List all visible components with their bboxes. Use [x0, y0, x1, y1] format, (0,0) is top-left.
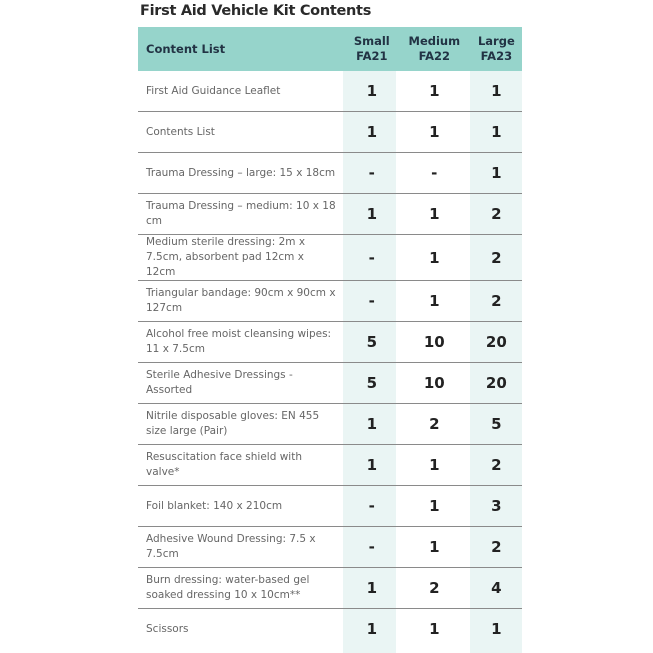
item-name: Medium sterile dressing: 2m x 7.5cm, abs…	[138, 234, 346, 281]
item-name: Contents List	[138, 111, 346, 153]
quantity-large: 2	[470, 526, 522, 568]
table-row: Medium sterile dressing: 2m x 7.5cm, abs…	[138, 234, 522, 281]
quantity-medium: 1	[397, 280, 471, 322]
item-name: Sterile Adhesive Dressings - Assorted	[138, 362, 346, 404]
quantity-large: 2	[470, 234, 522, 281]
quantity-small: -	[345, 234, 398, 281]
quantity-small: 1	[345, 567, 398, 609]
quantity-large: 2	[470, 193, 522, 235]
quantity-small: 1	[345, 193, 398, 235]
table-row: Alcohol free moist cleansing wipes: 11 x…	[138, 321, 522, 363]
item-name: Alcohol free moist cleansing wipes: 11 x…	[138, 321, 346, 363]
quantity-large: 2	[470, 444, 522, 486]
header-content-list: Content List	[138, 27, 346, 71]
quantity-large: 3	[470, 485, 522, 527]
quantity-small: -	[345, 526, 398, 568]
quantity-large: 20	[470, 321, 522, 363]
header-small: Small FA21	[345, 27, 398, 71]
quantity-medium: 1	[397, 193, 471, 235]
table-row: Trauma Dressing – medium: 10 x 18 cm 1 1 2	[138, 193, 522, 235]
table-row: Burn dressing: water-based gel soaked dr…	[138, 567, 522, 609]
item-name: Adhesive Wound Dressing: 7.5 x 7.5cm	[138, 526, 346, 568]
quantity-large: 1	[470, 71, 522, 112]
quantity-large: 1	[470, 111, 522, 153]
quantity-large: 1	[470, 152, 522, 194]
quantity-small: -	[345, 280, 398, 322]
page-title: First Aid Vehicle Kit Contents	[140, 3, 372, 19]
quantity-small: 1	[366, 620, 377, 638]
quantity-medium: 1	[397, 71, 471, 112]
table-row: Triangular bandage: 90cm x 90cm x 127cm -…	[138, 280, 522, 322]
quantity-large: 4	[470, 567, 522, 609]
quantity-small: 5	[345, 321, 398, 363]
table-row: Scissors 1 1 1	[138, 609, 522, 650]
item-name: First Aid Guidance Leaflet	[138, 71, 346, 112]
item-name: Nitrile disposable gloves: EN 455 size l…	[138, 403, 346, 445]
item-name: Foil blanket: 140 x 210cm	[138, 485, 346, 527]
quantity-small: 1	[345, 111, 398, 153]
kit-contents-table: Content List Small FA21 Medium FA22 Large F…	[138, 27, 522, 649]
header-large: Large FA23	[470, 27, 522, 71]
quantity-large: 5	[470, 403, 522, 445]
item-name: Scissors	[146, 622, 189, 635]
table-row: Trauma Dressing – large: 15 x 18cm - -1	[138, 152, 522, 194]
quantity-medium: 10	[397, 321, 471, 363]
quantity-medium: 2	[397, 567, 471, 609]
table-row: Nitrile disposable gloves: EN 455 size l…	[138, 403, 522, 445]
header-medium: Medium FA22	[397, 27, 471, 71]
quantity-large: 20	[470, 362, 522, 404]
quantity-large: 2	[470, 280, 522, 322]
item-name: Resuscitation face shield with valve*	[138, 444, 346, 486]
quantity-medium: 1	[397, 526, 471, 568]
table-row: Adhesive Wound Dressing: 7.5 x 7.5cm -1 2	[138, 526, 522, 568]
quantity-small: -	[345, 152, 398, 194]
item-name: Burn dressing: water-based gel soaked dr…	[138, 567, 346, 609]
table-row: Foil blanket: 140 x 210cm -1 3	[138, 485, 522, 527]
item-name: Trauma Dressing – medium: 10 x 18 cm	[138, 193, 346, 235]
quantity-small: -	[345, 485, 398, 527]
table-row: Contents List 1 1 1	[138, 111, 522, 153]
quantity-medium: 2	[397, 403, 471, 445]
item-name: Trauma Dressing – large: 15 x 18cm	[138, 152, 346, 194]
table-row: First Aid Guidance Leaflet 1 1 1	[138, 71, 522, 112]
quantity-medium: 1	[397, 111, 471, 153]
quantity-medium: 1	[397, 234, 471, 281]
quantity-medium: 10	[397, 362, 471, 404]
quantity-medium: 1	[429, 620, 440, 638]
quantity-small: 1	[345, 403, 398, 445]
quantity-small: 1	[345, 444, 398, 486]
header-row: Content List Small FA21 Medium FA22 Large F…	[138, 27, 522, 71]
quantity-large: 1	[491, 620, 502, 638]
quantity-medium: 1	[397, 485, 471, 527]
quantity-medium: 1	[397, 444, 471, 486]
table-row: Sterile Adhesive Dressings - Assorted 5 10…	[138, 362, 522, 404]
quantity-medium: -	[397, 152, 471, 194]
quantity-small: 1	[345, 71, 398, 112]
item-name: Triangular bandage: 90cm x 90cm x 127cm	[138, 280, 346, 322]
table-row: Resuscitation face shield with valve* 1 1 2	[138, 444, 522, 486]
quantity-small: 5	[345, 362, 398, 404]
